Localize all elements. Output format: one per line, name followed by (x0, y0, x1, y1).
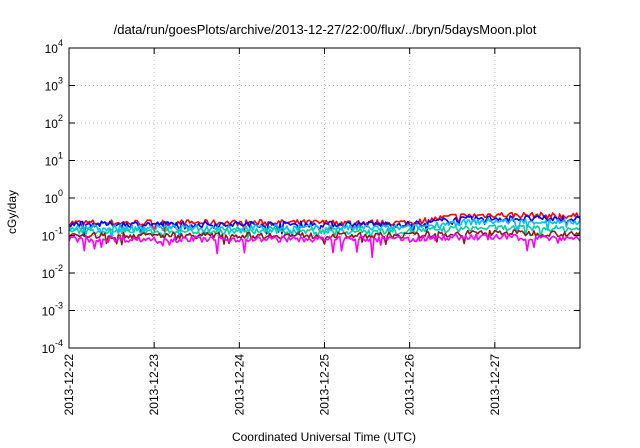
x-tick-label: 2013-12-25 (318, 354, 332, 416)
y-tick-exponent: 4 (58, 38, 63, 48)
y-tick-base: 10 (45, 155, 59, 169)
y-tick-exponent: -1 (55, 226, 63, 236)
y-tick-label: 101 (45, 151, 63, 169)
series-group (68, 211, 581, 259)
y-tick-label: 104 (45, 38, 63, 56)
y-tick-exponent: 0 (58, 188, 63, 198)
y-tick-label: 10-3 (42, 301, 63, 319)
y-tick-base: 10 (42, 230, 56, 244)
x-axis: 2013-12-22 2013-12-23 2013-12-24 2013-12-25… (62, 48, 502, 415)
y-tick-label: 10-1 (42, 226, 63, 244)
y-tick-exponent: -3 (55, 301, 63, 311)
y-tick-exponent: -4 (55, 338, 63, 348)
chart-title: /data/run/goesPlots/archive/2013-12-27/2… (114, 22, 537, 37)
y-axis-label: cGy/day (5, 190, 19, 234)
y-tick-exponent: -2 (55, 263, 63, 273)
y-tick-exponent: 3 (58, 76, 63, 86)
x-tick-label: 2013-12-23 (147, 354, 161, 416)
x-tick-label: 2013-12-22 (62, 354, 76, 416)
series-line-6 (68, 233, 581, 259)
series-line-2 (68, 215, 581, 237)
y-tick-base: 10 (42, 342, 56, 356)
series-line-5 (68, 229, 581, 246)
x-tick-label: 2013-12-24 (232, 354, 246, 416)
y-tick-label: 10-4 (42, 338, 63, 356)
y-tick-base: 10 (45, 80, 59, 94)
x-tick-label: 2013-12-27 (488, 354, 502, 416)
y-tick-base: 10 (42, 267, 56, 281)
y-tick-base: 10 (42, 305, 56, 319)
y-tick-exponent: 2 (58, 113, 63, 123)
y-tick-base: 10 (45, 192, 59, 206)
y-tick-label: 10-2 (42, 263, 63, 281)
grid (69, 48, 580, 348)
y-tick-label: 103 (45, 76, 63, 94)
x-tick-label: 2013-12-26 (403, 354, 417, 416)
y-tick-label: 102 (45, 113, 63, 131)
series-line-3 (68, 217, 581, 241)
x-axis-label: Coordinated Universal Time (UTC) (232, 430, 416, 444)
y-tick-base: 10 (45, 117, 59, 131)
series-line-4 (68, 224, 581, 240)
y-tick-label: 100 (45, 188, 63, 206)
y-tick-exponent: 1 (58, 151, 63, 161)
y-tick-base: 10 (45, 42, 59, 56)
